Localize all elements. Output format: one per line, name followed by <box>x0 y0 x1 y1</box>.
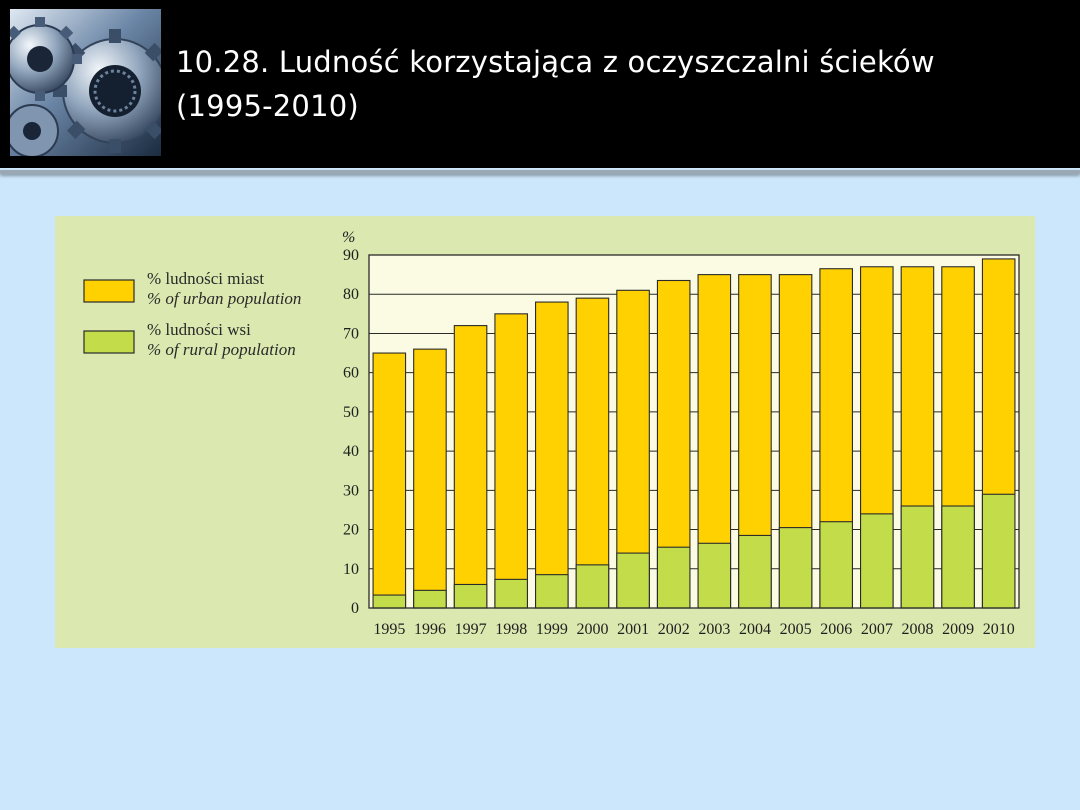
legend-label-urban-pl: % ludności miast <box>147 269 264 288</box>
slide-title-line-2: (1995-2010) <box>176 89 359 123</box>
y-tick-label: 10 <box>343 561 359 578</box>
y-tick-label: 50 <box>343 404 359 421</box>
x-tick-label: 2008 <box>901 621 933 638</box>
legend-swatch-urban <box>83 279 135 303</box>
y-tick-label: 80 <box>343 286 359 303</box>
y-axis-ticks: 0 10 20 30 40 50 60 70 80 90 <box>343 247 359 617</box>
chart-panel: % ludności miast % of urban population %… <box>55 216 1035 648</box>
x-tick-label: 2000 <box>576 621 608 638</box>
x-tick-label: 2003 <box>698 621 730 638</box>
bar-rural-2005 <box>778 527 813 609</box>
legend-label-urban-en: % of urban population <box>147 289 301 308</box>
bar-rural-2000 <box>575 564 610 609</box>
x-tick-label: 2002 <box>658 621 690 638</box>
x-tick-label: 2009 <box>942 621 974 638</box>
bar-rural-2007 <box>860 513 894 609</box>
x-tick-label: 1998 <box>495 621 527 638</box>
x-tick-label: 2001 <box>617 621 649 638</box>
bars <box>372 258 1016 609</box>
x-tick-label: 2004 <box>739 621 771 638</box>
y-tick-label: 20 <box>343 522 359 539</box>
bar-rural-1995 <box>372 594 407 609</box>
bar-rural-2008 <box>900 505 935 609</box>
slide-title: 10.28. Ludność korzystająca z oczyszczal… <box>176 40 1056 128</box>
x-tick-label: 2005 <box>780 621 812 638</box>
legend-swatch-rural <box>83 330 135 354</box>
legend-label-rural-pl: % ludności wsi <box>147 320 251 339</box>
x-axis-ticks: 1995 1996 1997 1998 1999 2000 2001 2002 2003 2004… <box>373 621 1014 638</box>
bar-rural-2010 <box>981 493 1016 609</box>
y-tick-label: 0 <box>351 600 359 617</box>
bar-urban-1999 <box>535 301 569 609</box>
y-axis-unit-label: % <box>342 229 355 246</box>
bar-urban-1996 <box>413 348 447 609</box>
chart-legend: % ludności miast % of urban population %… <box>83 269 301 359</box>
x-tick-label: 1997 <box>455 621 487 638</box>
bar-urban-1998 <box>494 313 528 609</box>
y-tick-label: 70 <box>343 325 359 342</box>
header-divider <box>0 170 1080 174</box>
x-tick-label: 1996 <box>414 621 446 638</box>
bar-urban-1997 <box>453 325 488 609</box>
bar-rural-2009 <box>941 505 975 609</box>
slide-header <box>0 0 1080 168</box>
legend-label-rural-en: % of rural population <box>147 340 296 359</box>
bar-rural-1998 <box>494 578 528 609</box>
plot-frame <box>368 254 1020 609</box>
y-tick-label: 90 <box>343 247 359 264</box>
bar-rural-2001 <box>616 552 650 609</box>
slide-title-line-1: 10.28. Ludność korzystająca z oczyszczal… <box>176 45 935 79</box>
bar-rural-2006 <box>819 521 853 609</box>
y-tick-label: 60 <box>343 365 359 382</box>
bar-rural-2003 <box>697 542 732 609</box>
bar-rural-1996 <box>413 589 447 609</box>
bar-rural-2002 <box>656 546 691 609</box>
bar-chart: % ludności miast % of urban population %… <box>83 229 1020 638</box>
bar-urban-2000 <box>575 297 610 609</box>
bar-rural-2004 <box>738 534 772 609</box>
x-tick-label: 1999 <box>536 621 568 638</box>
bar-rural-1997 <box>453 583 488 609</box>
bar-urban-1995 <box>372 352 407 609</box>
bar-rural-1999 <box>535 574 569 609</box>
y-tick-label: 30 <box>343 482 359 499</box>
x-tick-label: 1995 <box>373 621 405 638</box>
y-tick-label: 40 <box>343 443 359 460</box>
gears-icon <box>10 9 161 156</box>
x-tick-label: 2006 <box>820 621 852 638</box>
x-tick-label: 2010 <box>983 621 1015 638</box>
x-tick-label: 2007 <box>861 621 893 638</box>
